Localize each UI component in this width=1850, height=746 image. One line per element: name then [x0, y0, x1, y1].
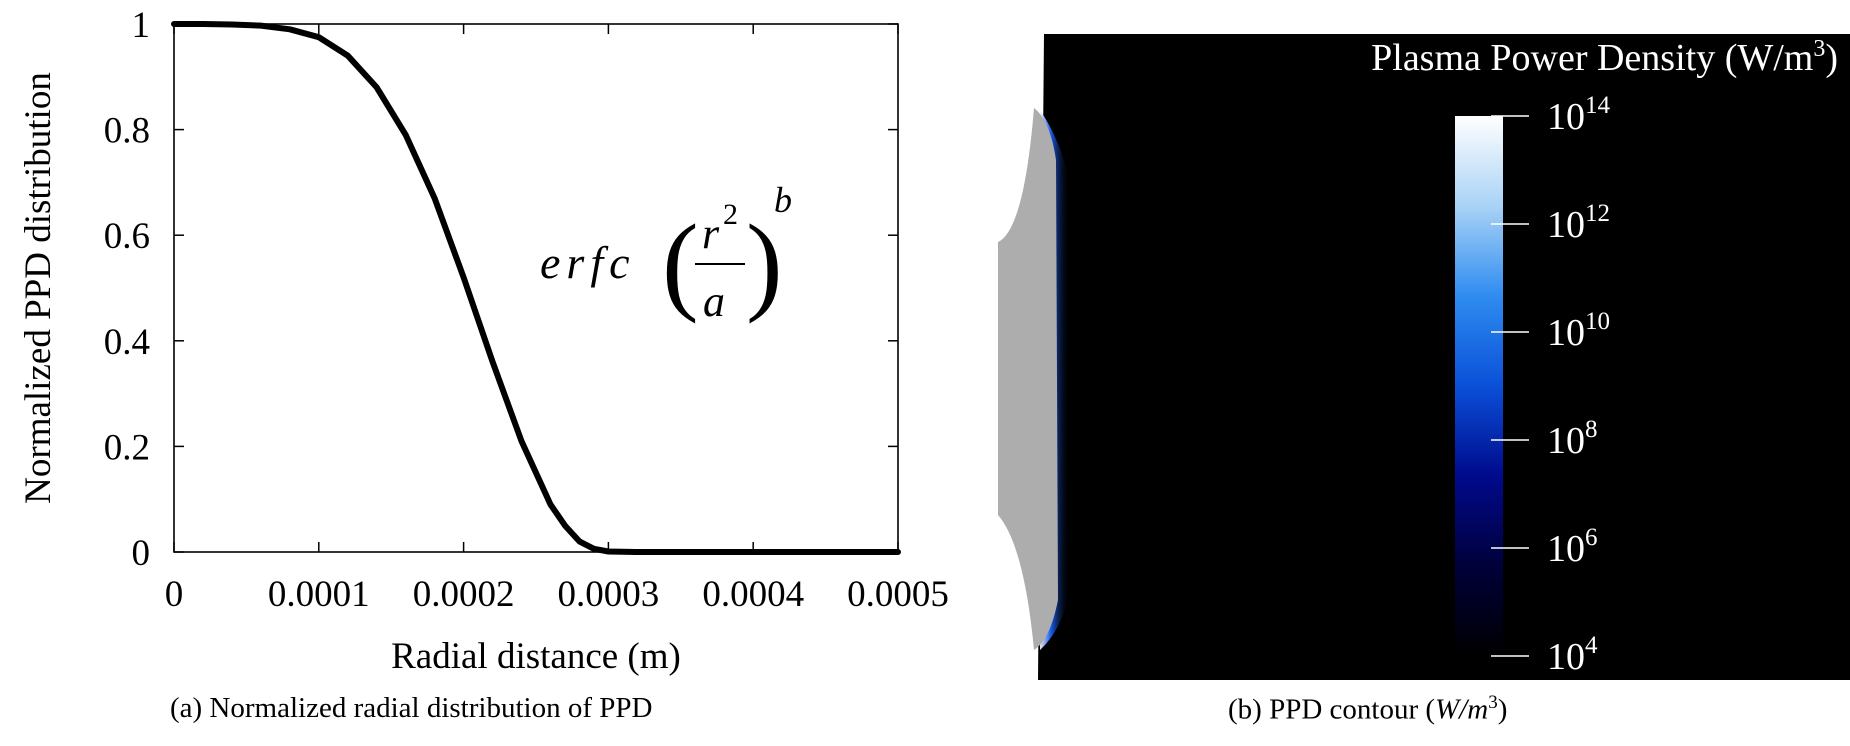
formula-exponent: b: [774, 180, 792, 220]
x-axis-label: Radial distance (m): [391, 636, 681, 677]
contour-background: [1038, 34, 1850, 680]
y-tick-label: 0.6: [104, 216, 150, 257]
colorbar: [1455, 116, 1503, 656]
line-chart-panel: 0 0.0001 0.0002 0.0003 0.0004 0.0005 00.20.40…: [18, 5, 949, 677]
tick-exponent: 14: [1585, 92, 1611, 119]
x-tick-label: 0.0004: [702, 574, 804, 615]
formula-left-paren: (: [662, 202, 699, 324]
y-tick-label: 0.4: [104, 322, 150, 363]
tick-exponent: 10: [1585, 308, 1610, 335]
x-tick-label: 0.0002: [413, 574, 515, 615]
colorbar-title-text: Plasma Power Density (W/m: [1371, 37, 1813, 79]
x-tick-label: 0.0003: [558, 574, 660, 615]
colorbar-tick-label: 1010: [1547, 308, 1610, 354]
colorbar-title: Plasma Power Density (W/m3): [1371, 36, 1838, 79]
caption-b-unit-exp: 3: [1488, 692, 1498, 713]
formula-annotation: erfc ( r 2 a ) b: [540, 180, 792, 326]
colorbar-tick-label: 104: [1547, 632, 1598, 678]
tick-base: 10: [1547, 636, 1585, 678]
tick-exponent: 12: [1585, 200, 1610, 227]
caption-b-text: (b) PPD contour (: [1228, 693, 1436, 726]
plot-frame: [173, 23, 899, 553]
caption-b: (b) PPD contour (W/m3): [1228, 692, 1507, 727]
tick-base: 10: [1547, 420, 1585, 462]
x-tick-label: 0: [165, 574, 184, 615]
tick-base: 10: [1547, 312, 1585, 354]
colorbar-title-close: ): [1825, 37, 1838, 79]
x-axis-ticks: 0 0.0001 0.0002 0.0003 0.0004 0.0005: [165, 24, 949, 615]
x-tick-label: 0.0001: [268, 574, 370, 615]
formula-numerator-exp: 2: [723, 198, 738, 231]
formula-numerator-base: r: [702, 209, 720, 258]
formula-right-paren: ): [746, 202, 783, 324]
tick-exponent: 6: [1585, 524, 1598, 551]
colorbar-tick-label: 108: [1547, 416, 1598, 462]
colorbar-tick-label: 1014: [1547, 92, 1611, 138]
colorbar-tick-label: 1012: [1547, 200, 1610, 246]
caption-a: (a) Normalized radial distribution of PP…: [170, 692, 653, 724]
colorbar-tick-label: 106: [1547, 524, 1598, 570]
colorbar-title-exp: 3: [1813, 36, 1825, 62]
formula-prefix: erfc: [540, 237, 636, 288]
caption-b-unit: W/m: [1435, 693, 1489, 726]
tick-exponent: 4: [1585, 632, 1598, 659]
y-tick-label: 0: [132, 533, 151, 574]
tick-exponent: 8: [1585, 416, 1598, 443]
y-tick-label: 1: [132, 5, 151, 46]
tick-base: 10: [1547, 204, 1585, 246]
y-tick-label: 0.2: [104, 427, 150, 468]
tick-base: 10: [1547, 96, 1585, 138]
series-line: [171, 21, 901, 555]
y-tick-label: 0.8: [104, 111, 150, 152]
y-axis-ticks: 0 0.2 0.4 0.6 0.8 1: [104, 5, 898, 574]
x-tick-label: 0.0005: [847, 574, 949, 615]
plasma-region: [998, 108, 1058, 650]
y-axis-label: Normalized PPD distribution: [18, 72, 59, 504]
caption-b-close: ): [1497, 693, 1508, 726]
formula-denominator: a: [703, 277, 725, 326]
tick-base: 10: [1547, 528, 1585, 570]
